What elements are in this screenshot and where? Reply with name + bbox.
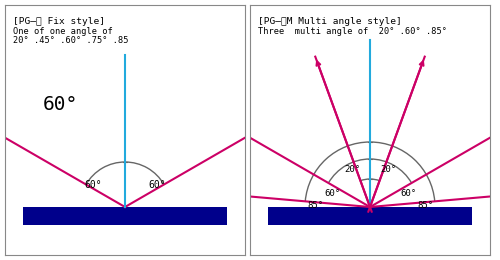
Text: 60°: 60° [324, 188, 340, 198]
Text: 60°: 60° [42, 95, 78, 114]
Text: Three  multi angle of  20° .60° .85°: Three multi angle of 20° .60° .85° [258, 27, 447, 36]
Text: [PG—Ⅱ Fix style]: [PG—Ⅱ Fix style] [13, 17, 105, 26]
Text: 85°: 85° [417, 200, 433, 210]
Text: 60°: 60° [148, 180, 166, 190]
Bar [268, 207, 472, 225]
Text: 20°: 20° [344, 165, 360, 173]
Text: 20° .45° .60° .75° .85: 20° .45° .60° .75° .85 [13, 36, 128, 45]
Text: [PG—ⅡM Multi angle style]: [PG—ⅡM Multi angle style] [258, 17, 402, 26]
Text: 85°: 85° [307, 200, 323, 210]
Text: 60°: 60° [400, 188, 416, 198]
Text: 60°: 60° [84, 180, 102, 190]
Bar [23, 207, 227, 225]
Text: One of one angle of: One of one angle of [13, 27, 113, 36]
Text: 20°: 20° [380, 165, 396, 173]
